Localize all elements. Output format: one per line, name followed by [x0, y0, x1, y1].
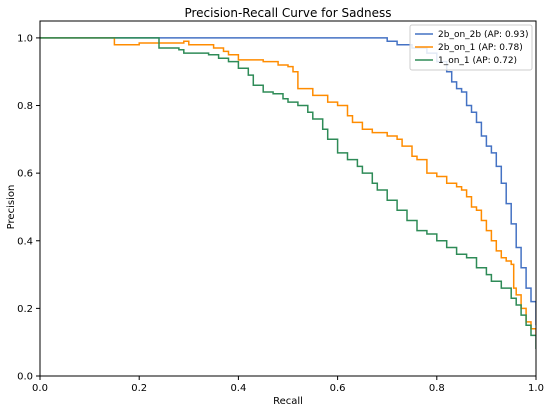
x-tick-label: 0.0 [32, 383, 48, 394]
legend-label-1: 2b_on_2b (AP: 0.93) [438, 30, 529, 40]
y-tick-label: 1.0 [17, 33, 33, 44]
legend: 2b_on_2b (AP: 0.93) 2b_on_1 (AP: 0.78) 1_o… [409, 24, 533, 71]
x-axis-label: Recall [273, 396, 303, 407]
x-tick-label: 0.8 [429, 383, 445, 394]
legend-label-3: 1_on_1 (AP: 0.72) [438, 56, 517, 66]
x-tick-label: 0.6 [330, 383, 346, 394]
series-line-2 [40, 37, 536, 336]
x-tick-label: 0.2 [131, 383, 147, 394]
y-tick-label: 0.8 [17, 101, 33, 112]
y-tick-label: 0.0 [17, 372, 33, 383]
chart-title: Precision-Recall Curve for Sadness [184, 6, 391, 20]
y-tick-label: 0.6 [17, 169, 33, 180]
x-tick-label: 0.4 [230, 383, 246, 394]
x-tick-label: 1.0 [528, 383, 544, 394]
y-axis-ticks: 0.0 0.2 0.4 0.6 0.8 1.0 [17, 33, 40, 383]
series-line-1 [40, 37, 536, 326]
series-layer [40, 37, 536, 349]
series-line-3 [40, 37, 536, 349]
y-tick-label: 0.4 [17, 236, 33, 247]
legend-box [409, 24, 533, 71]
plot-area [39, 20, 537, 377]
y-tick-label: 0.2 [17, 304, 33, 315]
legend-label-2: 2b_on_1 (AP: 0.78) [438, 43, 523, 53]
plot-frame [39, 20, 537, 377]
y-axis-label: Precision [6, 185, 17, 230]
x-axis-ticks: 0.0 0.2 0.4 0.6 0.8 1.0 [32, 376, 544, 394]
